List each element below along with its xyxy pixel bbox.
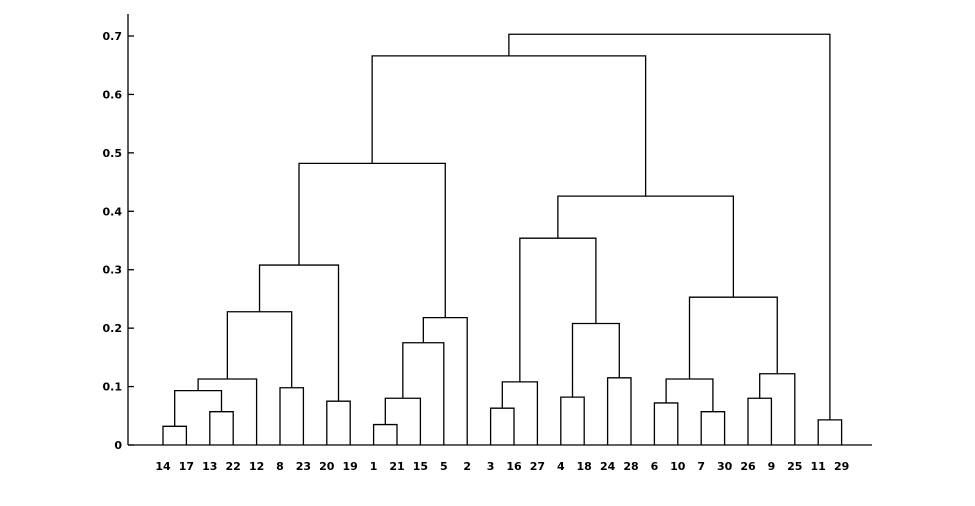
leaf-label: 25 (787, 460, 802, 473)
dendrogram-link (279, 387, 305, 445)
leaf-label: 30 (717, 460, 733, 473)
leaf-label: 21 (389, 460, 404, 473)
leaf-label: 8 (276, 460, 284, 473)
dendrogram-link (162, 425, 188, 445)
leaf-label: 4 (557, 460, 565, 473)
dendrogram-link (665, 378, 714, 412)
dendrogram-link (747, 397, 773, 445)
dendrogram-link (258, 264, 340, 402)
leaf-label: 20 (319, 460, 335, 473)
leaf-label: 22 (226, 460, 241, 473)
dendrogram-link (422, 316, 468, 445)
y-tick-label: 0.5 (103, 147, 123, 160)
leaf-label: 11 (811, 460, 826, 473)
dendrogram-link (226, 311, 293, 388)
leaf-label: 6 (651, 460, 659, 473)
dendrogram-link (571, 322, 620, 398)
dendrogram-link (560, 396, 585, 445)
leaf-label: 12 (249, 460, 264, 473)
leaf-label: 19 (343, 460, 358, 473)
y-axis-ticks: 0 0.1 0.2 0.3 0.4 0.5 0.6 0.7 (103, 30, 134, 452)
leaf-label: 17 (179, 460, 194, 473)
y-tick-label: 0.6 (103, 88, 123, 101)
leaf-label: 18 (577, 460, 592, 473)
dendrogram-link (326, 400, 351, 445)
leaf-label: 2 (463, 460, 471, 473)
y-tick-label: 0.2 (103, 322, 123, 335)
leaf-label: 24 (600, 460, 616, 473)
dendrogram-link (759, 373, 796, 445)
leaf-label: 28 (623, 460, 638, 473)
chart-axes (127, 14, 872, 446)
dendrogram-links (162, 33, 843, 445)
dendrogram-link (508, 33, 831, 420)
leaf-label: 14 (155, 460, 171, 473)
leaf-label: 16 (506, 460, 522, 473)
dendrogram-link (557, 195, 735, 298)
leaf-label: 13 (202, 460, 217, 473)
dendrogram-link (384, 397, 422, 445)
leaf-label: 10 (670, 460, 686, 473)
dendrogram-link (371, 55, 647, 197)
leaf-label: 27 (530, 460, 545, 473)
leaf-label: 23 (296, 460, 311, 473)
y-tick-label: 0.1 (103, 381, 123, 394)
dendrogram-link (606, 377, 632, 445)
leaf-labels: 14 17 13 22 12 8 23 20 19 1 21 15 5 2 3 16 27 4 18 24 28 6 10 7… (155, 460, 849, 473)
dendrogram-link (519, 237, 597, 382)
leaf-label: 3 (487, 460, 495, 473)
dendrogram-link (402, 342, 445, 445)
y-tick-label: 0.7 (103, 30, 123, 43)
dendrogram-link (817, 419, 843, 445)
dendrogram-link (489, 407, 515, 445)
dendrogram-link (372, 423, 398, 445)
y-tick-label: 0.3 (103, 264, 123, 277)
dendrogram-link (653, 402, 679, 445)
leaf-label: 15 (413, 460, 428, 473)
dendrogram-link (197, 378, 258, 445)
dendrogram-link (298, 162, 446, 318)
dendrogram-link (174, 390, 223, 427)
dendrogram-link (209, 411, 234, 445)
leaf-label: 1 (370, 460, 378, 473)
leaf-label: 9 (768, 460, 776, 473)
leaf-label: 5 (440, 460, 448, 473)
leaf-label: 29 (834, 460, 849, 473)
y-tick-label: 0.4 (103, 205, 123, 218)
dendrogram-link (700, 411, 726, 445)
leaf-label: 7 (697, 460, 705, 473)
leaf-label: 26 (740, 460, 756, 473)
y-tick-label: 0 (114, 439, 122, 452)
dendrogram-link (688, 296, 778, 379)
dendrogram-link (501, 381, 539, 445)
